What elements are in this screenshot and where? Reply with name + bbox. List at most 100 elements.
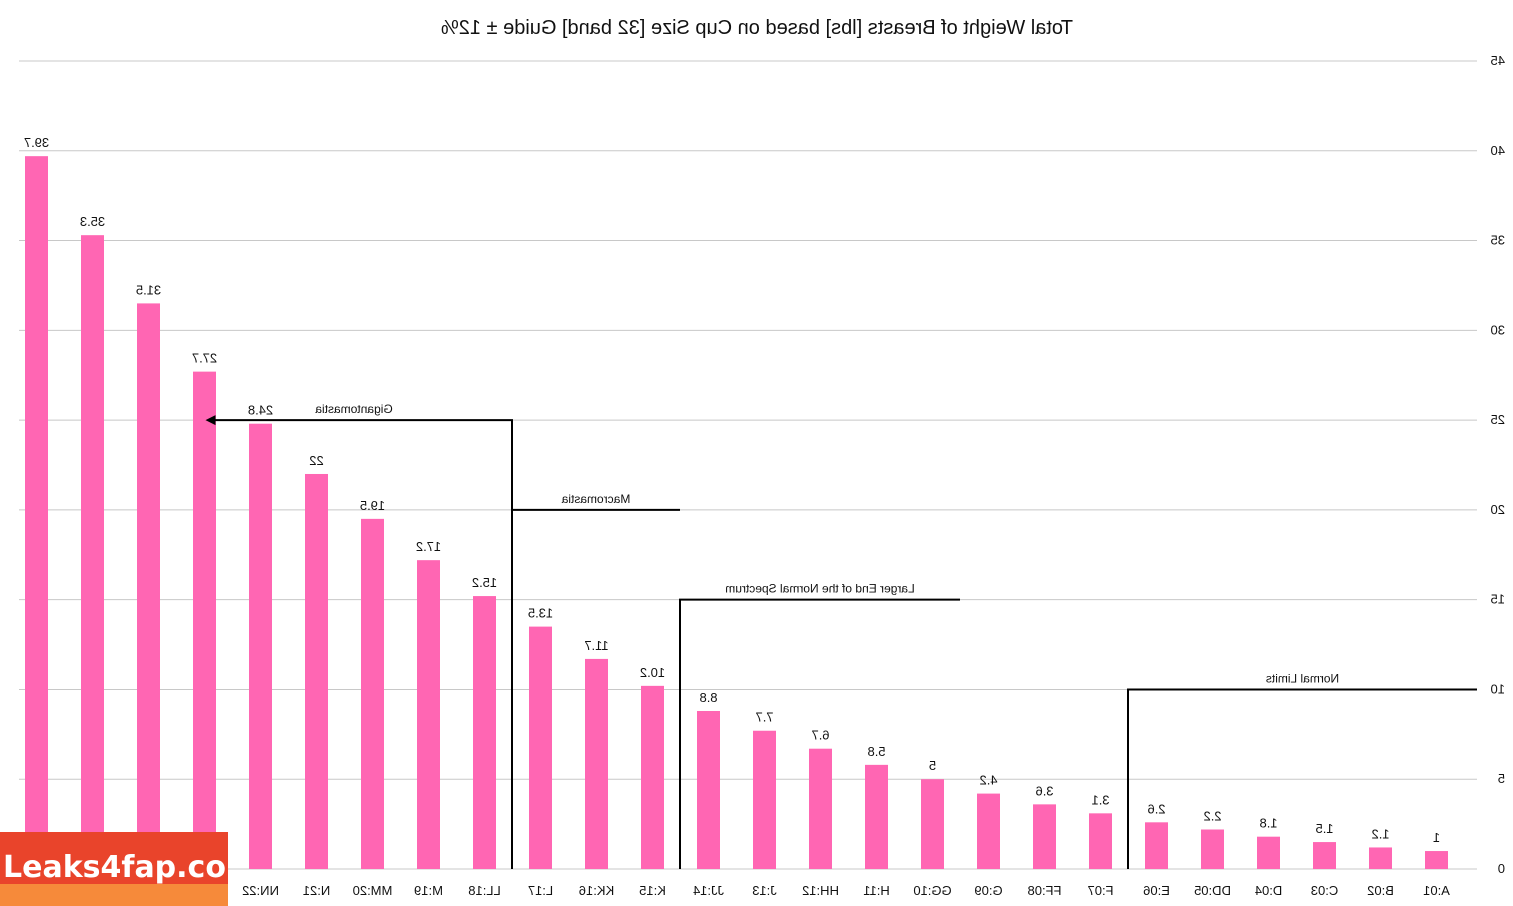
chart-title: Total Weight of Breasts [lbs] based on C…	[441, 17, 1073, 39]
category-label: JJ:14	[693, 883, 724, 898]
data-label: 3.6	[1035, 783, 1053, 798]
watermark-text: Leaks4fap.com	[3, 850, 228, 885]
data-label: 22	[309, 453, 323, 468]
category-label: HH:12	[802, 883, 839, 898]
y-tick-label: 20	[1491, 502, 1505, 517]
data-label: 39.7	[24, 135, 49, 150]
y-tick-label: 40	[1491, 143, 1505, 158]
data-label: 6.7	[811, 728, 829, 743]
category-label: L:17	[528, 883, 553, 898]
bar	[249, 423, 272, 869]
category-label: B:02	[1367, 883, 1394, 898]
bar	[641, 685, 664, 869]
data-label: 2.6	[1147, 801, 1165, 816]
category-label: M:19	[414, 883, 443, 898]
data-label: 1.2	[1371, 826, 1389, 841]
data-label: 1.8	[1259, 816, 1277, 831]
bar	[809, 748, 832, 869]
category-label: MM:20	[353, 883, 393, 898]
data-label: 11.7	[584, 638, 608, 653]
data-label: 5	[929, 758, 936, 773]
bar	[1369, 847, 1392, 869]
data-label: 13.5	[528, 606, 553, 621]
data-label: 24.8	[248, 403, 273, 418]
category-label: H:11	[863, 883, 890, 898]
data-label: 1.5	[1315, 821, 1333, 836]
category-label: GG:10	[913, 883, 951, 898]
y-tick-label: 10	[1491, 681, 1505, 696]
y-axis-ticks: 0 5 10 15 20 25 30 35 40 45	[1491, 53, 1505, 876]
bar	[193, 371, 216, 869]
data-label: 19.5	[360, 498, 385, 513]
category-label: NN:22	[242, 883, 279, 898]
bar	[305, 473, 328, 869]
category-label: A:01	[1423, 883, 1450, 898]
range-bracket	[1127, 688, 1477, 869]
category-label: N:21	[303, 883, 330, 898]
bar	[1145, 822, 1168, 869]
watermark-band	[0, 884, 228, 906]
bar	[1033, 804, 1056, 869]
data-label: 4.2	[979, 773, 997, 788]
category-label: J:13	[752, 883, 777, 898]
data-label: 3.1	[1091, 792, 1109, 807]
category-label: LL:18	[468, 883, 501, 898]
range-label: Macromastia	[561, 492, 630, 506]
y-tick-label: 0	[1498, 861, 1505, 876]
data-label: 35.3	[80, 214, 105, 229]
data-label: 7.7	[755, 710, 773, 725]
bar	[977, 793, 1000, 869]
category-label: KK:16	[579, 883, 614, 898]
y-tick-label: 45	[1491, 53, 1505, 68]
bar	[1201, 829, 1224, 869]
data-label: 10.2	[640, 665, 665, 680]
value-labels: 1 1.2 1.5 1.8 2.2 2.6 3.1 3.6 4.2 5 5.8 6.7 7.7 8.8 10…	[24, 135, 1440, 845]
bar	[697, 710, 720, 869]
y-tick-label: 30	[1491, 322, 1505, 337]
bar	[137, 303, 160, 869]
gridlines	[19, 60, 1477, 870]
range-label: Gigantomastia	[315, 402, 393, 416]
category-label: G:09	[974, 883, 1002, 898]
category-label: FF:08	[1028, 883, 1062, 898]
data-label: 8.8	[699, 690, 717, 705]
data-label: 1	[1433, 830, 1440, 845]
category-label: K:15	[639, 883, 666, 898]
bar	[25, 156, 48, 870]
bars	[25, 156, 1448, 870]
annotations: Normal Limits Larger End of the Normal Sp…	[205, 402, 1477, 869]
data-label: 2.2	[1203, 808, 1221, 823]
category-label: D:04	[1255, 883, 1282, 898]
bar	[1089, 813, 1112, 869]
bar	[361, 518, 384, 869]
y-tick-label: 25	[1491, 412, 1505, 427]
category-label: F:07	[1087, 883, 1113, 898]
data-label: 31.5	[136, 282, 161, 297]
bar	[585, 658, 608, 869]
bar	[753, 730, 776, 869]
bar	[81, 235, 104, 869]
data-label: 27.7	[192, 351, 217, 366]
y-tick-label: 35	[1491, 233, 1505, 248]
data-label: 15.2	[472, 575, 497, 590]
bar	[529, 626, 552, 869]
category-label: E:06	[1143, 883, 1170, 898]
y-tick-label: 5	[1498, 771, 1505, 786]
arrow-head	[205, 415, 216, 426]
range-bracket	[211, 419, 513, 869]
category-labels: A:01 B:02 C:03 D:04 DD:05 E:06 F:07 FF:08 G:09 GG…	[242, 883, 1450, 898]
range-label: Normal Limits	[1266, 671, 1339, 685]
watermark-logo: Leaks4fap.com	[0, 832, 228, 906]
category-label: DD:05	[1194, 883, 1231, 898]
category-label: C:03	[1311, 883, 1338, 898]
range-label: Larger End of the Normal Spectrum	[725, 582, 914, 596]
bar	[1313, 842, 1336, 869]
bar	[473, 596, 496, 869]
bar	[921, 779, 944, 869]
bar	[417, 560, 440, 869]
bar	[1257, 836, 1280, 869]
bar	[865, 764, 888, 869]
range-bracket	[679, 598, 960, 869]
